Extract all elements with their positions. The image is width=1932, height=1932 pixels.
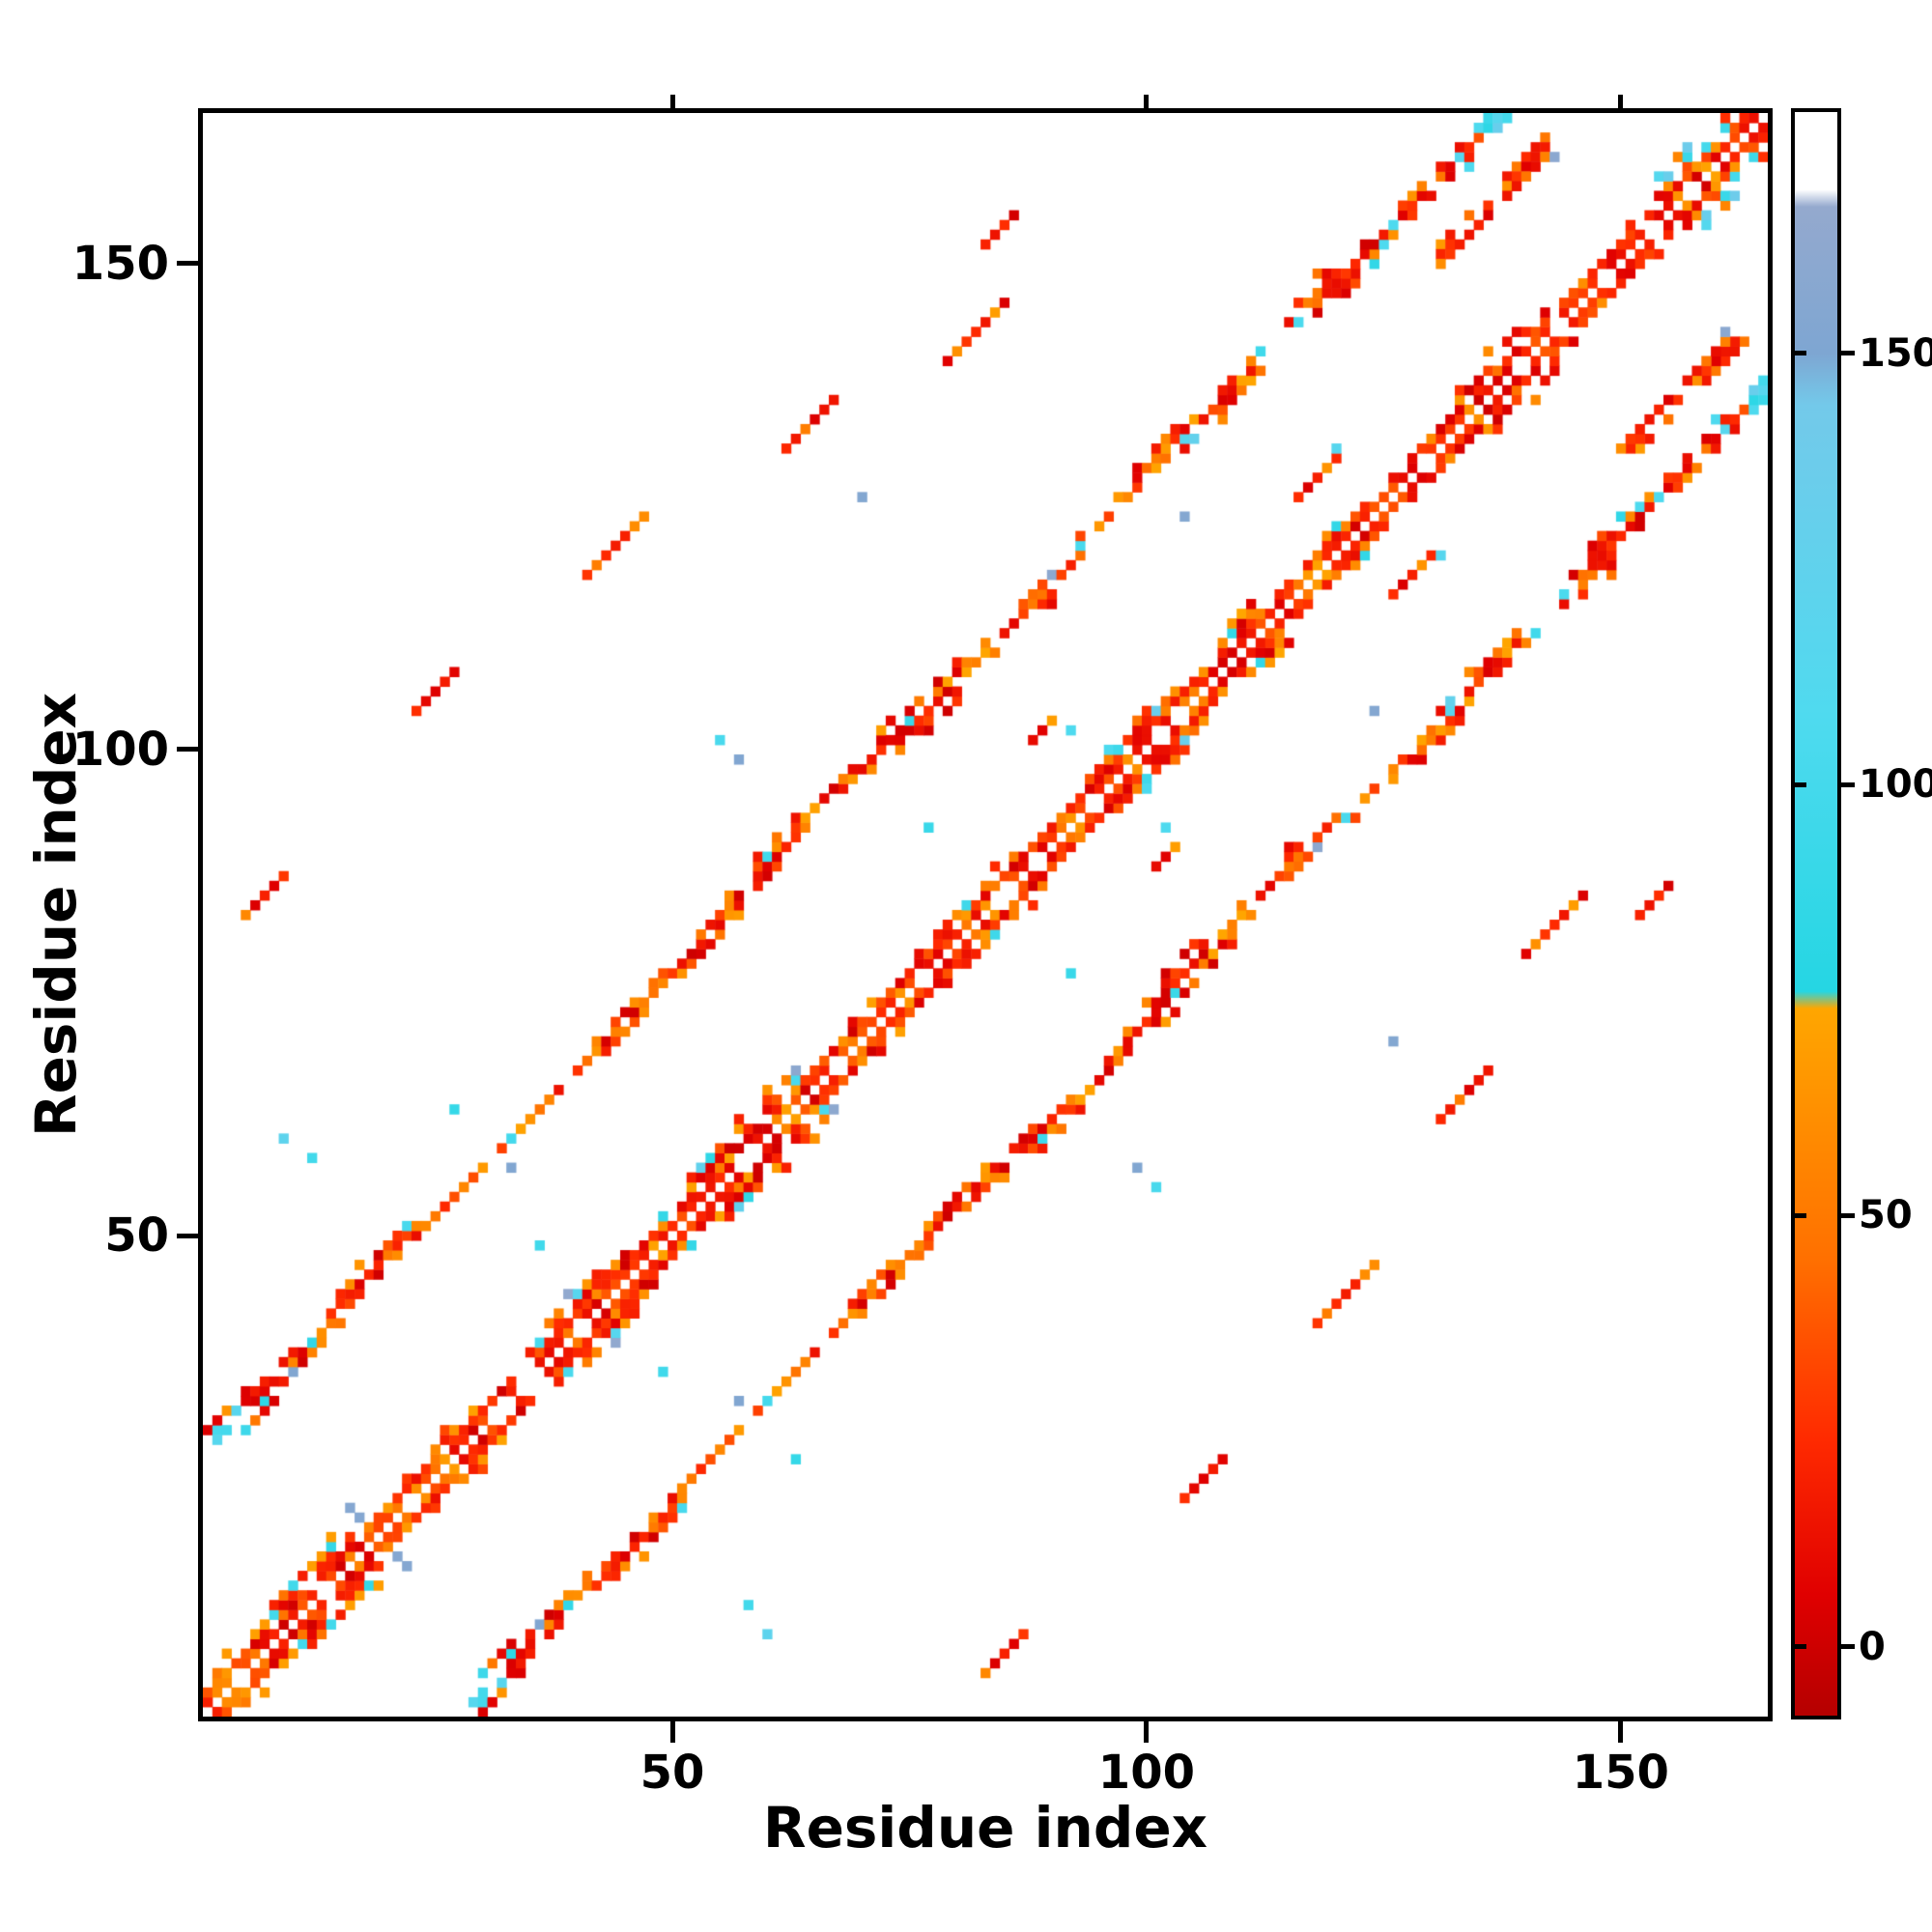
colorbar-tick-inner xyxy=(1795,781,1806,787)
y-tick-label: 100 xyxy=(71,722,169,777)
x-tick xyxy=(1618,1721,1624,1743)
x-tick xyxy=(669,1721,675,1743)
colorbar xyxy=(1791,108,1841,1719)
colorbar-tick xyxy=(1841,1212,1855,1218)
x-tick-label: 50 xyxy=(639,1746,705,1800)
colorbar-tick-inner xyxy=(1795,1644,1806,1650)
x-tick-top xyxy=(669,95,675,108)
plot-area xyxy=(198,108,1773,1721)
heatmap-canvas xyxy=(203,113,1768,1717)
y-tick-label: 50 xyxy=(104,1208,169,1263)
x-tick-top xyxy=(1618,95,1624,108)
colorbar-tick-label: 50 xyxy=(1859,1193,1913,1238)
colorbar-tick-inner xyxy=(1795,351,1806,356)
x-tick xyxy=(1144,1721,1150,1743)
y-tick xyxy=(177,261,198,267)
y-tick-label: 150 xyxy=(71,236,169,291)
colorbar-tick xyxy=(1841,351,1855,356)
colorbar-tick-label: 100 xyxy=(1859,762,1932,808)
colorbar-tick-label: 150 xyxy=(1859,330,1932,376)
y-tick xyxy=(177,1233,198,1238)
x-tick-top xyxy=(1144,95,1150,108)
y-tick xyxy=(177,747,198,753)
x-tick-label: 100 xyxy=(1097,1746,1195,1800)
colorbar-tick xyxy=(1841,781,1855,787)
colorbar-tick xyxy=(1841,1644,1855,1650)
colorbar-gradient xyxy=(1795,112,1837,1716)
x-tick-label: 150 xyxy=(1572,1746,1669,1800)
x-axis-label: Residue index xyxy=(762,1795,1208,1861)
colorbar-tick-inner xyxy=(1795,1212,1806,1218)
colorbar-tick-label: 0 xyxy=(1859,1624,1886,1669)
